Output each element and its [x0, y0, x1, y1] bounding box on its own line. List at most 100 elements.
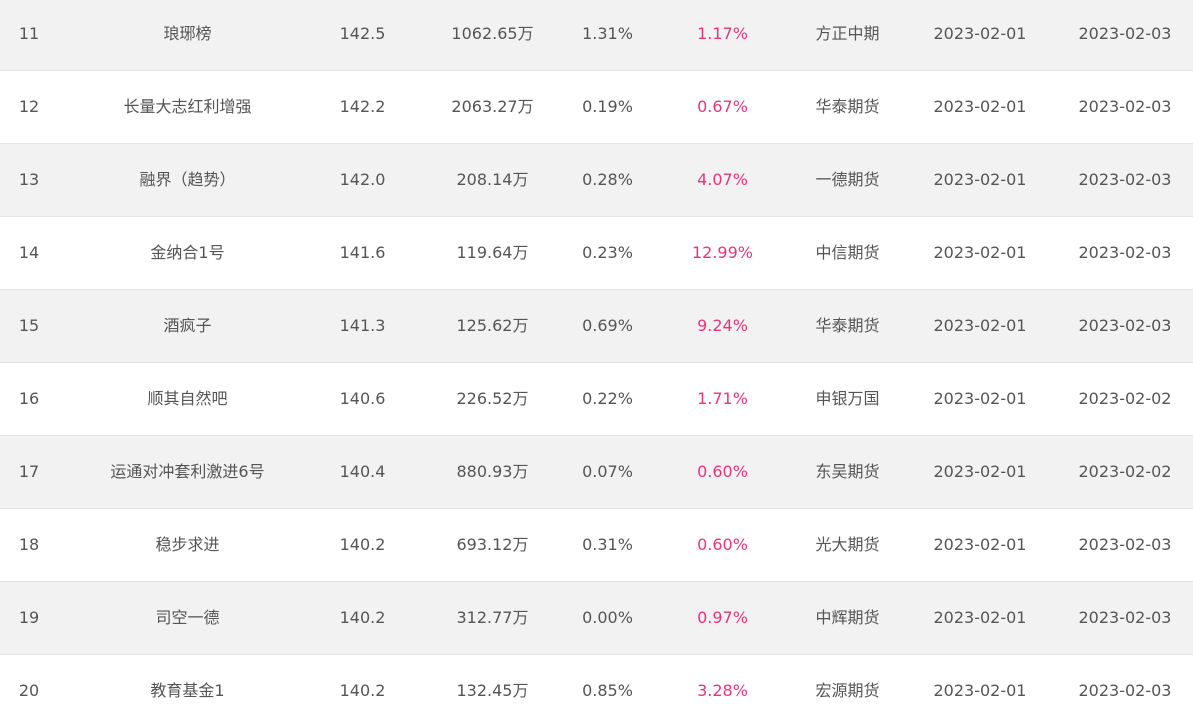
product-name-cell[interactable]: 长量大志红利增强	[123, 97, 252, 116]
return-cell: 0.85%	[582, 681, 633, 700]
rank-cell: 18	[18, 535, 40, 554]
scale-cell: 132.45万	[456, 681, 529, 700]
rank-cell: 16	[18, 389, 40, 408]
return-cell: 0.07%	[582, 462, 633, 481]
score-cell: 141.6	[339, 243, 386, 262]
highlight-return-cell: 3.28%	[697, 681, 748, 700]
scale-cell: 119.64万	[456, 243, 529, 262]
scale-cell: 226.52万	[456, 389, 529, 408]
score-cell: 140.6	[339, 389, 386, 408]
score-cell: 140.2	[339, 608, 386, 627]
product-name-cell[interactable]: 稳步求进	[155, 535, 220, 554]
return-cell: 0.23%	[582, 243, 633, 262]
broker-cell: 东吴期货	[815, 462, 880, 481]
product-name-cell[interactable]: 融界（趋势）	[139, 170, 236, 189]
start-date-cell: 2023-02-01	[933, 535, 1027, 554]
highlight-return-cell: 9.24%	[697, 316, 748, 335]
score-cell: 140.2	[339, 681, 386, 700]
table-row[interactable]: 18 稳步求进 140.2 693.12万 0.31% 0.60% 光大期货 2…	[0, 509, 1193, 582]
rank-cell: 14	[18, 243, 40, 262]
scale-cell: 208.14万	[456, 170, 529, 189]
broker-cell: 中辉期货	[815, 608, 880, 627]
rank-cell: 13	[18, 170, 40, 189]
broker-cell: 华泰期货	[815, 316, 880, 335]
highlight-return-cell: 1.17%	[697, 24, 748, 43]
table-row[interactable]: 15 酒疯子 141.3 125.62万 0.69% 9.24% 华泰期货 20…	[0, 290, 1193, 363]
end-date-cell: 2023-02-02	[1078, 389, 1172, 408]
start-date-cell: 2023-02-01	[933, 316, 1027, 335]
start-date-cell: 2023-02-01	[933, 97, 1027, 116]
broker-cell: 一德期货	[815, 170, 880, 189]
rank-cell: 17	[18, 462, 40, 481]
product-name-cell[interactable]: 金纳合1号	[150, 243, 225, 262]
return-cell: 0.31%	[582, 535, 633, 554]
score-cell: 142.5	[339, 24, 386, 43]
broker-cell: 申银万国	[815, 389, 880, 408]
start-date-cell: 2023-02-01	[933, 243, 1027, 262]
highlight-return-cell: 0.97%	[697, 608, 748, 627]
scale-cell: 2063.27万	[451, 97, 534, 116]
broker-cell: 中信期货	[815, 243, 880, 262]
score-cell: 140.4	[339, 462, 386, 481]
end-date-cell: 2023-02-02	[1078, 462, 1172, 481]
end-date-cell: 2023-02-03	[1078, 535, 1172, 554]
table-row[interactable]: 11 琅琊榜 142.5 1062.65万 1.31% 1.17% 方正中期 2…	[0, 0, 1193, 71]
rank-cell: 15	[18, 316, 40, 335]
end-date-cell: 2023-02-03	[1078, 170, 1172, 189]
scale-cell: 125.62万	[456, 316, 529, 335]
highlight-return-cell: 0.60%	[697, 462, 748, 481]
return-cell: 0.00%	[582, 608, 633, 627]
score-cell: 141.3	[339, 316, 386, 335]
scale-cell: 693.12万	[456, 535, 529, 554]
highlight-return-cell: 4.07%	[697, 170, 748, 189]
product-name-cell[interactable]: 教育基金1	[150, 681, 225, 700]
scale-cell: 312.77万	[456, 608, 529, 627]
rank-cell: 20	[18, 681, 40, 700]
return-cell: 1.31%	[582, 24, 633, 43]
start-date-cell: 2023-02-01	[933, 462, 1027, 481]
score-cell: 140.2	[339, 535, 386, 554]
product-name-cell[interactable]: 运通对冲套利激进6号	[110, 462, 265, 481]
table-row[interactable]: 19 司空一德 140.2 312.77万 0.00% 0.97% 中辉期货 2…	[0, 582, 1193, 655]
return-cell: 0.22%	[582, 389, 633, 408]
start-date-cell: 2023-02-01	[933, 681, 1027, 700]
end-date-cell: 2023-02-03	[1078, 608, 1172, 627]
highlight-return-cell: 1.71%	[697, 389, 748, 408]
score-cell: 142.0	[339, 170, 386, 189]
highlight-return-cell: 0.67%	[697, 97, 748, 116]
start-date-cell: 2023-02-01	[933, 389, 1027, 408]
highlight-return-cell: 12.99%	[691, 243, 753, 262]
product-name-cell[interactable]: 酒疯子	[163, 316, 212, 335]
scale-cell: 880.93万	[456, 462, 529, 481]
rank-cell: 19	[18, 608, 40, 627]
broker-cell: 光大期货	[815, 535, 880, 554]
product-name-cell[interactable]: 顺其自然吧	[147, 389, 228, 408]
broker-cell: 方正中期	[815, 24, 880, 43]
end-date-cell: 2023-02-03	[1078, 316, 1172, 335]
table-row[interactable]: 17 运通对冲套利激进6号 140.4 880.93万 0.07% 0.60% …	[0, 436, 1193, 509]
rank-cell: 11	[18, 24, 40, 43]
table-row[interactable]: 16 顺其自然吧 140.6 226.52万 0.22% 1.71% 申银万国 …	[0, 363, 1193, 436]
return-cell: 0.69%	[582, 316, 633, 335]
return-cell: 0.28%	[582, 170, 633, 189]
rank-cell: 12	[18, 97, 40, 116]
end-date-cell: 2023-02-03	[1078, 243, 1172, 262]
start-date-cell: 2023-02-01	[933, 608, 1027, 627]
table-row[interactable]: 12 长量大志红利增强 142.2 2063.27万 0.19% 0.67% 华…	[0, 71, 1193, 144]
highlight-return-cell: 0.60%	[697, 535, 748, 554]
return-cell: 0.19%	[582, 97, 633, 116]
product-name-cell[interactable]: 琅琊榜	[163, 24, 212, 43]
end-date-cell: 2023-02-03	[1078, 24, 1172, 43]
broker-cell: 华泰期货	[815, 97, 880, 116]
end-date-cell: 2023-02-03	[1078, 681, 1172, 700]
scale-cell: 1062.65万	[451, 24, 534, 43]
score-cell: 142.2	[339, 97, 386, 116]
start-date-cell: 2023-02-01	[933, 170, 1027, 189]
end-date-cell: 2023-02-03	[1078, 97, 1172, 116]
table-row[interactable]: 20 教育基金1 140.2 132.45万 0.85% 3.28% 宏源期货 …	[0, 655, 1193, 725]
table-row[interactable]: 13 融界（趋势） 142.0 208.14万 0.28% 4.07% 一德期货…	[0, 144, 1193, 217]
product-name-cell[interactable]: 司空一德	[155, 608, 220, 627]
table-row[interactable]: 14 金纳合1号 141.6 119.64万 0.23% 12.99% 中信期货…	[0, 217, 1193, 290]
broker-cell: 宏源期货	[815, 681, 880, 700]
